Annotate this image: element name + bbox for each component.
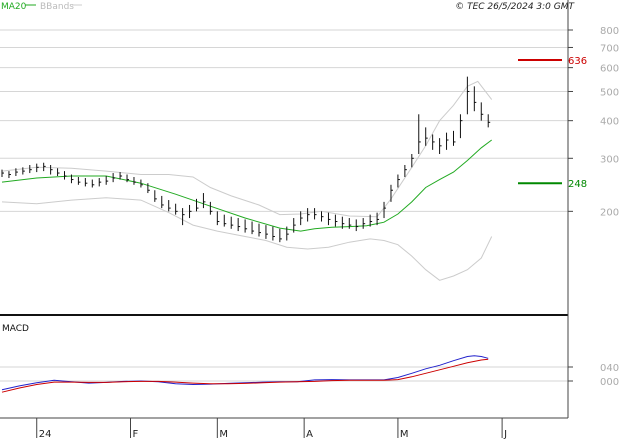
macd-tick-label-040: 040	[600, 363, 619, 374]
bb-lower-line	[1, 197, 493, 281]
copyright-label: © TEC 26/5/2024 3:0 GMT	[455, 2, 575, 12]
time-tick-label-1: F	[133, 429, 139, 440]
price-tick-label-600: 600	[600, 64, 619, 75]
time-tick-label-4: M	[400, 429, 409, 440]
price-tick-label-700: 700	[600, 43, 619, 54]
time-tick-label-5: J	[503, 429, 507, 440]
price-axis: 200 300 400 500 600 700 800	[568, 26, 619, 218]
macd-lines	[1, 355, 489, 393]
macd-signal-line	[1, 358, 489, 393]
time-axis: 24 F M A M J	[36, 418, 507, 440]
price-gridlines	[0, 29, 568, 212]
ma20-path	[1, 139, 492, 232]
macd-macd-line	[1, 355, 489, 391]
price-tick-label-400: 400	[600, 117, 619, 128]
bollinger-bands	[1, 80, 493, 281]
time-tick-label-3: A	[306, 429, 313, 440]
price-tick-label-300: 300	[600, 154, 619, 165]
price-bars	[1, 76, 491, 243]
price-levels: 636 248	[518, 56, 587, 190]
level-label-636: 636	[568, 56, 587, 67]
bb-upper-line	[1, 80, 493, 218]
price-tick-label-500: 500	[600, 87, 619, 98]
time-tick-label-2: M	[219, 429, 228, 440]
macd-tick-label-000: 000	[600, 377, 619, 388]
macd-title: MACD	[2, 324, 29, 334]
level-label-248: 248	[568, 179, 587, 190]
macd-gridlines	[0, 366, 568, 382]
chart-legend: MA20 BBands	[1, 2, 82, 12]
ma20-line	[1, 139, 492, 232]
legend-ma20-label: MA20	[1, 2, 27, 12]
price-tick-label-200: 200	[600, 207, 619, 218]
time-tick-label-0: 24	[39, 429, 52, 440]
legend-bbands-label: BBands	[40, 2, 74, 12]
price-tick-label-800: 800	[600, 26, 619, 37]
